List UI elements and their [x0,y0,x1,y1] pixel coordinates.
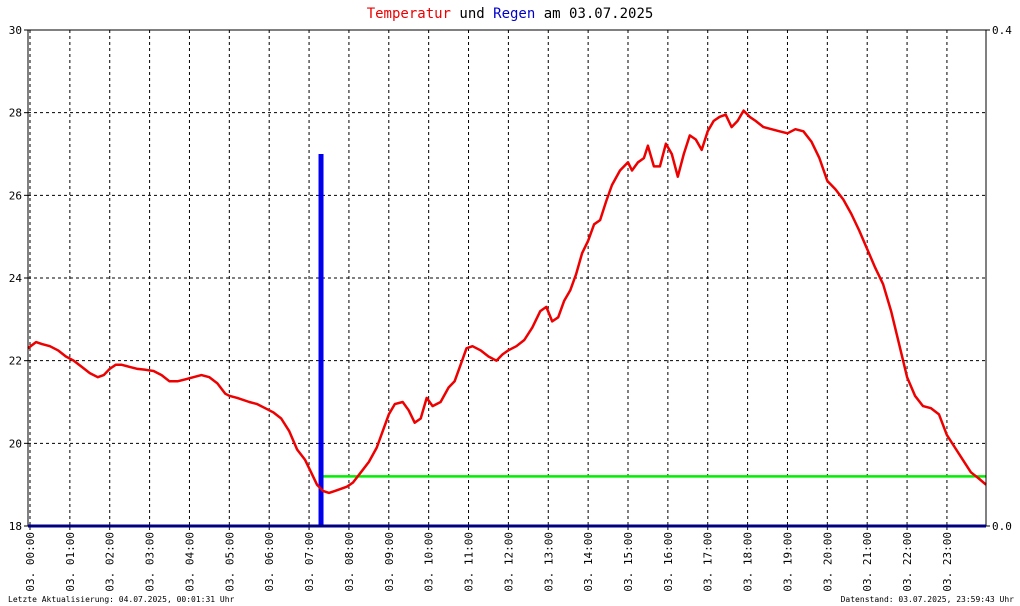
x-tick-label: 03. 15:00 [622,532,635,592]
data-status-text: Datenstand: 03.07.2025, 23:59:43 Uhr [841,595,1015,604]
title-temperature: Temperatur [367,6,451,22]
x-tick-label: 03. 06:00 [263,532,276,592]
x-tick-label: 03. 19:00 [781,532,794,592]
x-tick-label: 03. 03:00 [144,532,157,592]
x-tick-label: 03. 20:00 [821,532,834,592]
x-tick-label: 03. 18:00 [742,532,755,592]
x-tick-label: 03. 12:00 [502,532,515,592]
grid [28,30,986,526]
y-left-tick-label: 30 [9,24,22,37]
x-tick-label: 03. 11:00 [463,532,476,592]
x-tick-label: 03. 23:00 [941,532,954,592]
x-tick-label: 03. 01:00 [64,532,77,592]
x-tick-label: 03. 10:00 [423,532,436,592]
x-tick-label: 03. 17:00 [702,532,715,592]
x-tick-label: 03. 09:00 [383,532,396,592]
tick-labels: 03. 00:00 03. 01:00 03. 02:00 03. 03:00 03. … [9,24,1012,592]
x-tick-label: 03. 08:00 [343,532,356,592]
x-tick-label: 03. 05:00 [223,532,236,592]
x-tick-label: 03. 04:00 [183,532,196,592]
data-layer [27,109,987,526]
y-right-tick-label: 0.0 [992,520,1012,533]
x-tick-label: 03. 00:00 [24,532,37,592]
axes [24,29,990,530]
title-rain: Regen [493,6,535,22]
x-tick-label: 03. 13:00 [542,532,555,592]
y-left-tick-label: 20 [9,437,22,450]
title-und: und [451,6,493,22]
x-tick-label: 03. 22:00 [901,532,914,592]
y-left-tick-label: 28 [9,107,22,120]
rain-bar [318,154,324,526]
chart-title: Temperatur und Regen am 03.07.2025 [367,6,654,22]
x-tick-label: 03. 14:00 [582,532,595,592]
last-update-text: Letzte Aktualisierung: 04.07.2025, 00:01… [8,595,235,604]
y-left-tick-label: 22 [9,355,22,368]
x-tick-label: 03. 02:00 [104,532,117,592]
x-tick-label: 03. 16:00 [662,532,675,592]
title-date: am 03.07.2025 [535,6,653,22]
temperature-line [27,109,987,495]
x-tick-label: 03. 07:00 [303,532,316,592]
y-left-tick-label: 18 [9,520,22,533]
y-right-tick-label: 0.4 [992,24,1012,37]
y-left-tick-label: 26 [9,189,22,202]
x-tick-label: 03. 21:00 [861,532,874,592]
y-left-tick-label: 24 [9,272,23,285]
